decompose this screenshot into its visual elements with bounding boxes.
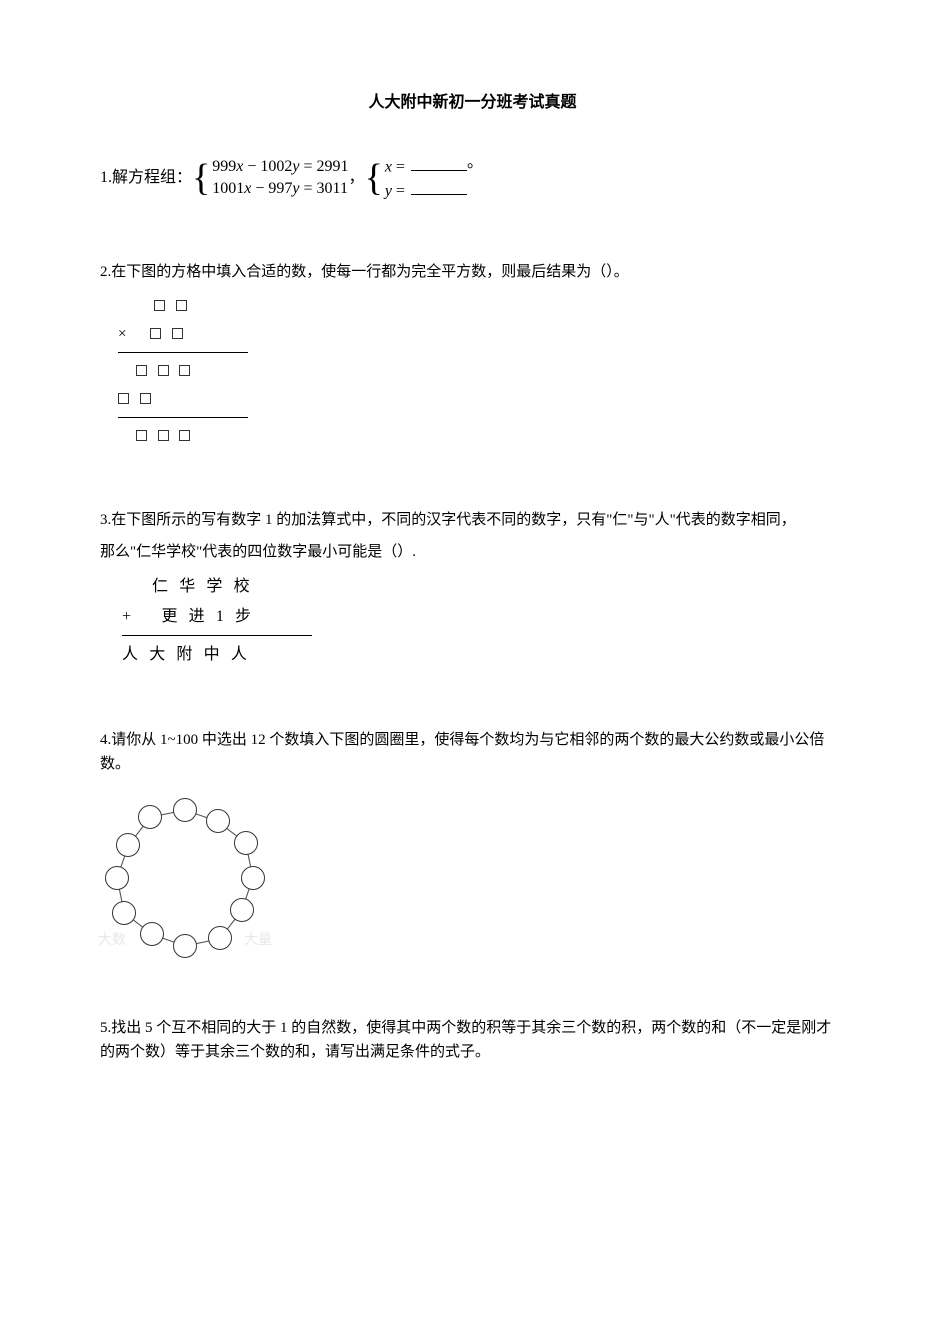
- y-var: y: [292, 158, 299, 175]
- p2-row2: ×: [118, 320, 845, 348]
- char-zhong: 中: [204, 646, 231, 663]
- p1-comma: ，: [349, 165, 365, 191]
- p2-calculation: ×: [118, 292, 845, 450]
- ring-node-8: [112, 901, 136, 925]
- char-ren2: 人: [122, 646, 149, 663]
- brace-icon-2: {: [365, 159, 383, 197]
- p1-eq2-c: = 3011: [300, 180, 348, 197]
- char-jin: 进: [189, 608, 216, 625]
- problem-2: 2.在下图的方格中填入合适的数，使每一行都为完全平方数，则最后结果为（）。 ×: [100, 260, 845, 450]
- char-da: 大: [149, 646, 176, 663]
- p1-ans-x: x =: [385, 154, 467, 178]
- ring-node-2: [234, 831, 258, 855]
- blank-y: [411, 178, 467, 196]
- y-var-3: y: [385, 182, 392, 199]
- p1-answers: x = y =: [385, 154, 467, 202]
- p3-prompt-a: 3.在下图所示的写有数字 1 的加法算式中，不同的汉字代表不同的数字，只有"仁"…: [100, 508, 845, 532]
- y-var-2: y: [292, 180, 299, 197]
- p1-eq1-b: − 1002: [243, 158, 292, 175]
- p4-prompt: 4.请你从 1~100 中选出 12 个数填入下图的圆圈里，使得每个数均为与它相…: [100, 728, 845, 776]
- blank-x: [411, 154, 467, 172]
- p3-row2: + 更进1步: [122, 602, 845, 632]
- char-ren3: 人: [231, 646, 258, 663]
- rule-1: [118, 352, 248, 353]
- p1-eq2-a: 1001: [212, 180, 244, 197]
- p3-calculation: 仁华学校 + 更进1步 人大附中人: [122, 572, 845, 670]
- p2-row4: [118, 385, 845, 413]
- p3-rule: [122, 635, 312, 636]
- char-xiao: 校: [234, 578, 261, 595]
- ring-node-3: [241, 866, 265, 890]
- p3-prompt-b-text: 那么"仁华学校"代表的四位数字最小可能是（）: [100, 544, 412, 560]
- eq-sign-x: =: [392, 158, 409, 175]
- problem-1: 1.解方程组： { 999x − 1002y = 2991 1001x − 99…: [100, 154, 845, 202]
- problem-3: 3.在下图所示的写有数字 1 的加法算式中，不同的汉字代表不同的数字，只有"仁"…: [100, 508, 845, 670]
- p1-label: 1.解方程组：: [100, 165, 192, 191]
- ring-node-9: [105, 866, 129, 890]
- p2-row3: [118, 357, 845, 385]
- mult-sign: ×: [118, 322, 132, 346]
- p3-prompt-b: 那么"仁华学校"代表的四位数字最小可能是（）.: [100, 540, 845, 564]
- page-title: 人大附中新初一分班考试真题: [100, 90, 845, 116]
- p3-row3: 人大附中人: [122, 640, 845, 670]
- ring-node-6: [173, 934, 197, 958]
- char-ren: 仁: [152, 578, 179, 595]
- rule-2: [118, 417, 248, 418]
- ring-node-11: [138, 805, 162, 829]
- p1-period: 。: [467, 150, 483, 176]
- eq-sign-y: =: [392, 182, 409, 199]
- p1-eq2: 1001x − 997y = 3011: [212, 178, 348, 200]
- plus-sign: +: [122, 608, 131, 625]
- problem-5: 5.找出 5 个互不相同的大于 1 的自然数，使得其中两个数的积等于其余三个数的…: [100, 1016, 845, 1064]
- char-xue: 学: [206, 578, 233, 595]
- p2-prompt: 2.在下图的方格中填入合适的数，使每一行都为完全平方数，则最后结果为（）。: [100, 260, 845, 284]
- x-var-3: x: [385, 158, 392, 175]
- char-geng: 更: [161, 608, 188, 625]
- problem-4: 4.请你从 1~100 中选出 12 个数填入下图的圆圈里，使得每个数均为与它相…: [100, 728, 845, 958]
- ring-node-4: [230, 898, 254, 922]
- circle-ring-diagram: 大数 大量: [100, 788, 270, 958]
- p1-eq1-a: 999: [212, 158, 236, 175]
- p1-eq1-c: = 2991: [300, 158, 349, 175]
- p1-eq1: 999x − 1002y = 2991: [212, 156, 348, 178]
- p1-eq2-b: − 997: [251, 180, 292, 197]
- p2-row5: [118, 422, 845, 450]
- char-fu: 附: [176, 646, 203, 663]
- char-bu: 步: [235, 608, 262, 625]
- p3-row1: 仁华学校: [122, 572, 845, 602]
- char-hua: 华: [179, 578, 206, 595]
- ring-node-0: [173, 798, 197, 822]
- p1-ans-y: y =: [385, 178, 467, 202]
- p2-row1: [118, 292, 845, 320]
- p3-period: .: [412, 544, 416, 560]
- p1-equations: 999x − 1002y = 2991 1001x − 997y = 3011: [212, 156, 348, 199]
- ring-node-1: [206, 809, 230, 833]
- brace-icon: {: [192, 159, 210, 197]
- char-1: 1: [216, 608, 235, 625]
- p5-prompt: 5.找出 5 个互不相同的大于 1 的自然数，使得其中两个数的积等于其余三个数的…: [100, 1016, 845, 1064]
